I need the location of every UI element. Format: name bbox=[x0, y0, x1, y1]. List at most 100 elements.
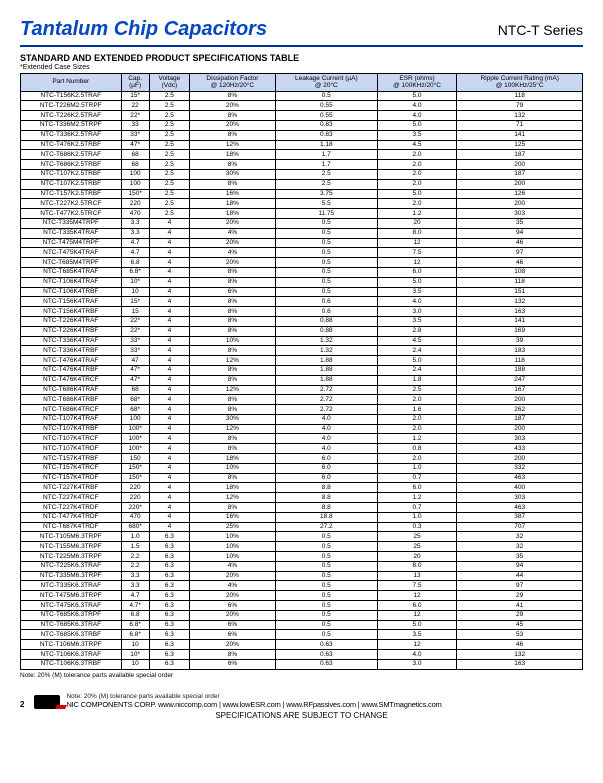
table-row: NTC-T156K4TRAF15*48%0.64.0132 bbox=[21, 297, 583, 307]
table-cell: 4.7 bbox=[121, 591, 149, 601]
table-cell: 3.3 bbox=[121, 581, 149, 591]
table-cell: 0.5 bbox=[275, 258, 377, 268]
table-row: NTC-T685K4TRAF6.8*48%0.56.0108 bbox=[21, 267, 583, 277]
section-subtitle: STANDARD AND EXTENDED PRODUCT SPECIFICAT… bbox=[20, 53, 583, 63]
table-cell: 0.88 bbox=[275, 326, 377, 336]
table-cell: 4 bbox=[149, 444, 189, 454]
table-cell: 5.0 bbox=[377, 356, 457, 366]
table-cell: 200 bbox=[457, 424, 583, 434]
table-cell: 2.0 bbox=[377, 179, 457, 189]
table-cell: NTC-T685K6.3TRBF bbox=[21, 630, 122, 640]
table-cell: 0.5 bbox=[275, 571, 377, 581]
table-cell: 5.0 bbox=[377, 277, 457, 287]
table-cell: 3.5 bbox=[377, 316, 457, 326]
table-row: NTC-T226K4TRAF22*48%0.883.5141 bbox=[21, 316, 583, 326]
table-cell: NTC-T476K4TRAF bbox=[21, 356, 122, 366]
table-cell: 1.2 bbox=[377, 493, 457, 503]
table-cell: NTC-T685K4TRAF bbox=[21, 267, 122, 277]
table-cell: 30% bbox=[189, 414, 275, 424]
table-cell: 79 bbox=[457, 101, 583, 111]
table-cell: 100* bbox=[121, 434, 149, 444]
table-cell: 1.6 bbox=[377, 405, 457, 415]
table-row: NTC-T475M4TRPF4.7420%0.51246 bbox=[21, 238, 583, 248]
table-cell: 187 bbox=[457, 150, 583, 160]
table-row: NTC-T156K4TRBF1548%0.63.0163 bbox=[21, 307, 583, 317]
table-cell: 29 bbox=[457, 591, 583, 601]
table-cell: 4 bbox=[149, 316, 189, 326]
table-cell: 33* bbox=[121, 130, 149, 140]
table-row: NTC-T686K2.5TRAF682.518%1.72.0187 bbox=[21, 150, 583, 160]
table-cell: 10* bbox=[121, 650, 149, 660]
brand-links: NIC COMPONENTS CORP. www.niccomp.com | w… bbox=[66, 700, 441, 709]
table-cell: 1.5 bbox=[121, 542, 149, 552]
table-cell: 12 bbox=[377, 640, 457, 650]
table-cell: 53 bbox=[457, 630, 583, 640]
table-cell: 4.0 bbox=[377, 111, 457, 121]
table-cell: NTC-T475K4TRAF bbox=[21, 248, 122, 258]
table-cell: 2.5 bbox=[149, 169, 189, 179]
table-row: NTC-T476K4TRBF47*48%1.882.4188 bbox=[21, 365, 583, 375]
table-cell: 6.3 bbox=[149, 532, 189, 542]
table-cell: 10% bbox=[189, 542, 275, 552]
page-header: Tantalum Chip Capacitors NTC-T Series bbox=[20, 18, 583, 47]
table-footnote: Note: 20% (M) tolerance parts available … bbox=[20, 672, 583, 679]
table-cell: 4 bbox=[149, 258, 189, 268]
table-cell: 20% bbox=[189, 101, 275, 111]
table-cell: 4 bbox=[149, 405, 189, 415]
table-row: NTC-T476K4TRCF47*48%1.881.8247 bbox=[21, 375, 583, 385]
table-cell: 12% bbox=[189, 140, 275, 150]
table-row: NTC-T686K4TRCF68*48%2.721.6262 bbox=[21, 405, 583, 415]
table-cell: 4% bbox=[189, 561, 275, 571]
table-row: NTC-T685K6.3TRBF6.8*6.36%0.53.553 bbox=[21, 630, 583, 640]
table-cell: 0.5 bbox=[275, 287, 377, 297]
table-cell: 8.8 bbox=[275, 503, 377, 513]
table-row: NTC-T685K6.3TRPF6.86.320%0.51229 bbox=[21, 610, 583, 620]
table-cell: 4 bbox=[149, 267, 189, 277]
table-cell: 4.7 bbox=[121, 248, 149, 258]
table-cell: 0.5 bbox=[275, 581, 377, 591]
table-cell: 4 bbox=[149, 287, 189, 297]
table-cell: 118 bbox=[457, 356, 583, 366]
table-row: NTC-T685M4TRPF6.8420%0.51246 bbox=[21, 258, 583, 268]
table-cell: 22* bbox=[121, 111, 149, 121]
table-cell: 167 bbox=[457, 385, 583, 395]
table-cell: 8.8 bbox=[275, 483, 377, 493]
spec-table: Part NumberCap.(µF)Voltage(Vdc)Dissipati… bbox=[20, 73, 583, 670]
table-cell: 2.5 bbox=[149, 150, 189, 160]
table-cell: 12% bbox=[189, 493, 275, 503]
table-cell: 10 bbox=[121, 659, 149, 669]
table-cell: 5.0 bbox=[377, 91, 457, 101]
footer-overlap-note: Note: 20% (M) tolerance parts available … bbox=[66, 693, 441, 700]
table-cell: NTC-T227K4TRCF bbox=[21, 493, 122, 503]
table-cell: 4 bbox=[149, 375, 189, 385]
table-cell: 1.2 bbox=[377, 434, 457, 444]
table-cell: 220 bbox=[121, 199, 149, 209]
table-cell: 20% bbox=[189, 120, 275, 130]
column-header: Leakage Current (µA)@ 20°C bbox=[275, 74, 377, 92]
table-cell: 4.7* bbox=[121, 601, 149, 611]
table-cell: 100 bbox=[121, 179, 149, 189]
table-cell: 220 bbox=[121, 483, 149, 493]
table-cell: 4 bbox=[149, 326, 189, 336]
table-cell: 12 bbox=[377, 238, 457, 248]
table-cell: NTC-T105M6.3TRPF bbox=[21, 532, 122, 542]
table-cell: 25 bbox=[377, 542, 457, 552]
table-cell: NTC-T155M6.3TRPF bbox=[21, 542, 122, 552]
table-cell: 4 bbox=[149, 424, 189, 434]
table-cell: 100 bbox=[121, 414, 149, 424]
table-cell: NTC-T335K4TRAF bbox=[21, 228, 122, 238]
table-cell: 8% bbox=[189, 160, 275, 170]
table-cell: 2.72 bbox=[275, 385, 377, 395]
table-cell: NTC-T157K4TRBF bbox=[21, 454, 122, 464]
table-cell: 4 bbox=[149, 473, 189, 483]
table-cell: 4 bbox=[149, 454, 189, 464]
table-cell: 46 bbox=[457, 258, 583, 268]
table-cell: 1.0 bbox=[377, 463, 457, 473]
table-cell: 2.2 bbox=[121, 561, 149, 571]
table-cell: NTC-T226K4TRAF bbox=[21, 316, 122, 326]
table-cell: 2.4 bbox=[377, 365, 457, 375]
table-cell: 68 bbox=[121, 150, 149, 160]
table-cell: 200 bbox=[457, 160, 583, 170]
table-cell: 6.0 bbox=[275, 454, 377, 464]
table-cell: 2.5 bbox=[149, 140, 189, 150]
